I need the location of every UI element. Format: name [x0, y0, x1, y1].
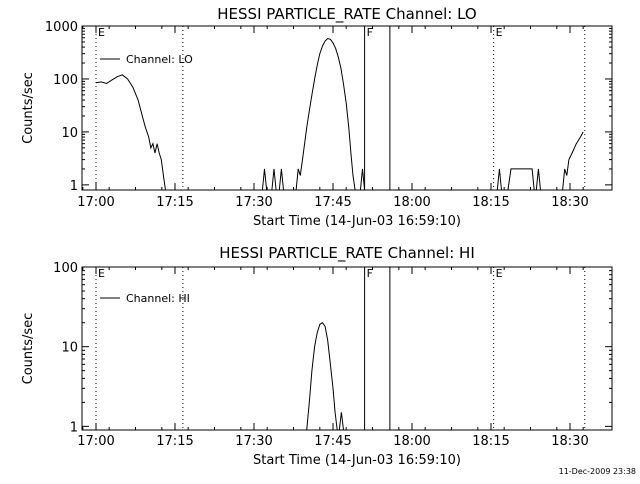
y-tick-label: 10	[61, 341, 78, 356]
panel-lo: HESSI PARTICLE_RATE Channel: LO Start Tim…	[21, 5, 613, 229]
x-tick-label: 17:30	[235, 195, 272, 210]
x-tick-label: 17:45	[314, 434, 351, 449]
series-line-segment	[306, 322, 338, 431]
series-line-segment	[278, 168, 284, 191]
x-tick-label: 18:15	[472, 195, 509, 210]
x-tick-label: 17:00	[77, 195, 114, 210]
plot-frame	[81, 25, 613, 191]
plot-frame	[81, 266, 613, 431]
legend-label: Channel: LO	[126, 53, 193, 66]
y-tick-label: 1	[70, 179, 78, 194]
x-tick-label: 17:15	[156, 195, 193, 210]
series-line-segment	[261, 168, 268, 191]
x-tick-label: 18:15	[472, 434, 509, 449]
y-tick-label: 10	[61, 126, 78, 141]
annotation-label: E	[496, 26, 503, 39]
chart-title: HESSI PARTICLE_RATE Channel: HI	[219, 244, 475, 263]
series-line-segment	[295, 37, 356, 191]
series-line-segment	[359, 168, 366, 191]
series-line-segment	[496, 168, 502, 191]
annotation-label: F	[367, 26, 373, 39]
series-line-segment	[507, 168, 535, 191]
series-line-segment	[535, 168, 541, 191]
chart-title: HESSI PARTICLE_RATE Channel: LO	[217, 5, 476, 24]
legend-label: Channel: HI	[126, 292, 190, 305]
x-tick-label: 17:15	[156, 434, 193, 449]
x-tick-label: 17:45	[314, 195, 351, 210]
x-tick-label: 18:00	[393, 434, 430, 449]
y-tick-label: 100	[53, 261, 78, 276]
x-tick-label: 18:30	[551, 434, 588, 449]
y-tick-label: 1000	[45, 20, 78, 35]
series-line-segment	[338, 412, 344, 431]
y-tick-label: 1	[70, 420, 78, 435]
series-line-segment	[95, 74, 166, 191]
y-tick-label: 100	[53, 73, 78, 88]
panel-hi: HESSI PARTICLE_RATE Channel: HI Start Tim…	[21, 244, 613, 468]
y-axis-label: Counts/sec	[21, 313, 36, 385]
annotation-label: E	[98, 26, 105, 39]
series-line-segment	[271, 168, 277, 191]
annotation-label: E	[496, 267, 503, 280]
annotation-label: E	[98, 267, 105, 280]
series-line-segment	[562, 131, 584, 191]
x-tick-label: 18:00	[393, 195, 430, 210]
y-axis-label: Counts/sec	[21, 72, 36, 144]
x-axis-label: Start Time (14-Jun-03 16:59:10)	[253, 214, 461, 229]
x-axis-label: Start Time (14-Jun-03 16:59:10)	[253, 453, 461, 468]
x-tick-label: 17:00	[77, 434, 114, 449]
x-tick-label: 17:30	[235, 434, 272, 449]
timestamp-label: 11-Dec-2009 23:38	[558, 467, 636, 476]
annotation-label: F	[367, 267, 373, 280]
x-tick-label: 18:30	[551, 195, 588, 210]
